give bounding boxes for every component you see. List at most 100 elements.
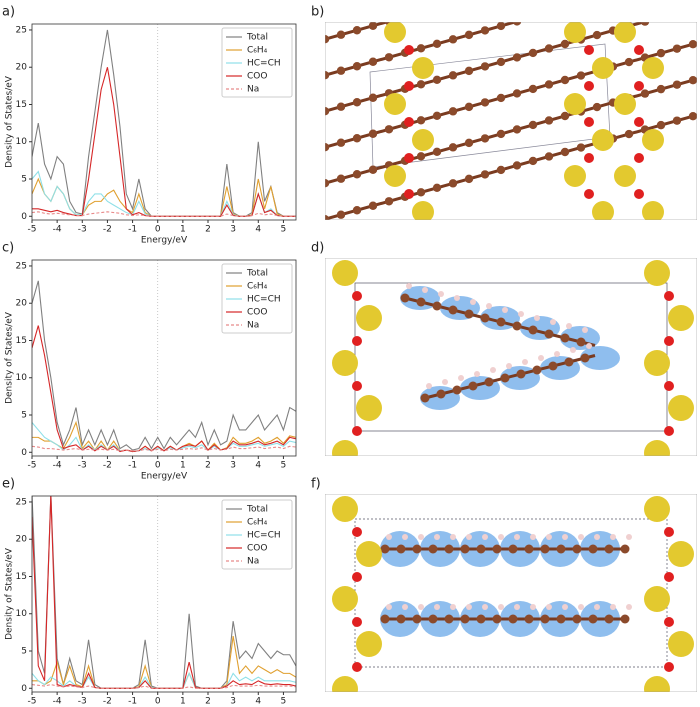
x-tick-label: -4: [53, 461, 62, 471]
na-atom: [668, 305, 694, 331]
y-tick-label: 25: [16, 497, 27, 507]
o-atom: [634, 117, 644, 127]
y-tick-label: 10: [16, 609, 28, 619]
h-atom: [434, 534, 440, 540]
carbon-atom: [592, 102, 602, 112]
na-atom: [412, 57, 434, 79]
carbon-atom: [528, 325, 538, 335]
carbon-atom: [672, 116, 682, 125]
carbon-atom: [512, 53, 522, 62]
na-atom: [592, 201, 614, 220]
legend-label: Total: [246, 33, 268, 43]
carbon-atom: [560, 111, 570, 121]
panel-label: f): [311, 477, 321, 492]
x-tick-label: -5: [28, 225, 37, 235]
y-tick-label: 5: [21, 175, 27, 185]
h-atom: [594, 604, 600, 610]
na-atom: [614, 165, 636, 187]
na-atom: [668, 395, 694, 421]
o-atom: [352, 381, 362, 391]
carbon-atom: [480, 170, 490, 179]
o-atom: [584, 81, 594, 91]
carbon-atom: [396, 614, 406, 624]
o-atom: [664, 336, 674, 346]
na-atom: [644, 350, 670, 376]
image-bg: [325, 258, 697, 456]
y-tick-label: 5: [21, 647, 27, 657]
x-tick-label: 5: [281, 461, 287, 471]
carbon-atom: [464, 30, 474, 40]
carbon-atom: [432, 39, 442, 49]
h-atom: [486, 303, 492, 309]
x-tick-label: -5: [28, 461, 37, 471]
carbon-atom: [436, 389, 446, 399]
carbon-atom: [496, 93, 506, 103]
x-tick-label: -2: [103, 225, 112, 235]
na-atom: [332, 586, 358, 612]
carbon-atom: [572, 614, 582, 624]
h-atom: [418, 604, 424, 610]
carbon-atom: [656, 84, 666, 94]
carbon-atom: [572, 544, 582, 554]
bond-chain: [325, 22, 392, 41]
carbon-atom: [444, 614, 454, 624]
x-tick-label: -2: [103, 697, 112, 707]
x-tick-label: -2: [103, 461, 112, 471]
carbon-atom: [420, 393, 430, 403]
x-tick-label: 0: [155, 225, 161, 235]
h-atom: [578, 604, 584, 610]
h-atom: [418, 534, 424, 540]
plot-frame: [31, 259, 297, 457]
h-atom: [470, 299, 476, 305]
panel-label: c): [2, 241, 14, 256]
carbon-atom: [416, 116, 426, 125]
h-atom: [594, 534, 600, 540]
o-atom: [634, 153, 644, 163]
carbon-atom: [640, 22, 650, 26]
h-atom: [578, 534, 584, 540]
o-atom: [664, 662, 674, 672]
na-atom: [644, 260, 670, 286]
carbon-atom: [368, 22, 378, 30]
h-atom: [442, 379, 448, 385]
carbon-atom: [620, 614, 630, 624]
carbon-atom: [460, 614, 470, 624]
o-atom: [634, 45, 644, 55]
carbon-atom: [624, 129, 634, 139]
carbon-atom: [624, 57, 634, 67]
h-atom: [490, 367, 496, 373]
carbon-atom: [448, 35, 458, 44]
o-atom: [584, 225, 594, 235]
h-atom: [506, 363, 512, 369]
carbon-atom: [544, 329, 554, 339]
h-atom: [438, 291, 444, 297]
h-atom: [450, 604, 456, 610]
carbon-atom: [448, 71, 458, 80]
carbon-atom: [576, 71, 586, 80]
carbon-atom: [336, 174, 346, 183]
h-atom: [466, 534, 472, 540]
legend-label: Total: [246, 269, 268, 279]
carbon-atom: [512, 125, 522, 134]
legend-label: Na: [247, 557, 259, 567]
carbon-atom: [476, 544, 486, 554]
carbon-atom: [580, 353, 590, 363]
carbon-atom: [512, 321, 522, 331]
h-atom: [562, 534, 568, 540]
h-atom: [482, 604, 488, 610]
carbon-atom: [465, 0, 473, 3]
carbon-atom: [380, 614, 390, 624]
carbon-atom: [368, 57, 378, 66]
carbon-atom: [560, 39, 570, 49]
x-tick-label: 5: [281, 697, 287, 707]
h-atom: [570, 347, 576, 353]
carbon-atom: [444, 544, 454, 554]
h-atom: [406, 283, 412, 289]
structure-image: [325, 0, 697, 235]
carbon-atom: [480, 313, 490, 323]
carbon-atom: [325, 179, 330, 188]
series-line: [32, 683, 296, 689]
h-atom: [422, 287, 428, 293]
carbon-atom: [508, 614, 518, 624]
h-atom: [498, 534, 504, 540]
